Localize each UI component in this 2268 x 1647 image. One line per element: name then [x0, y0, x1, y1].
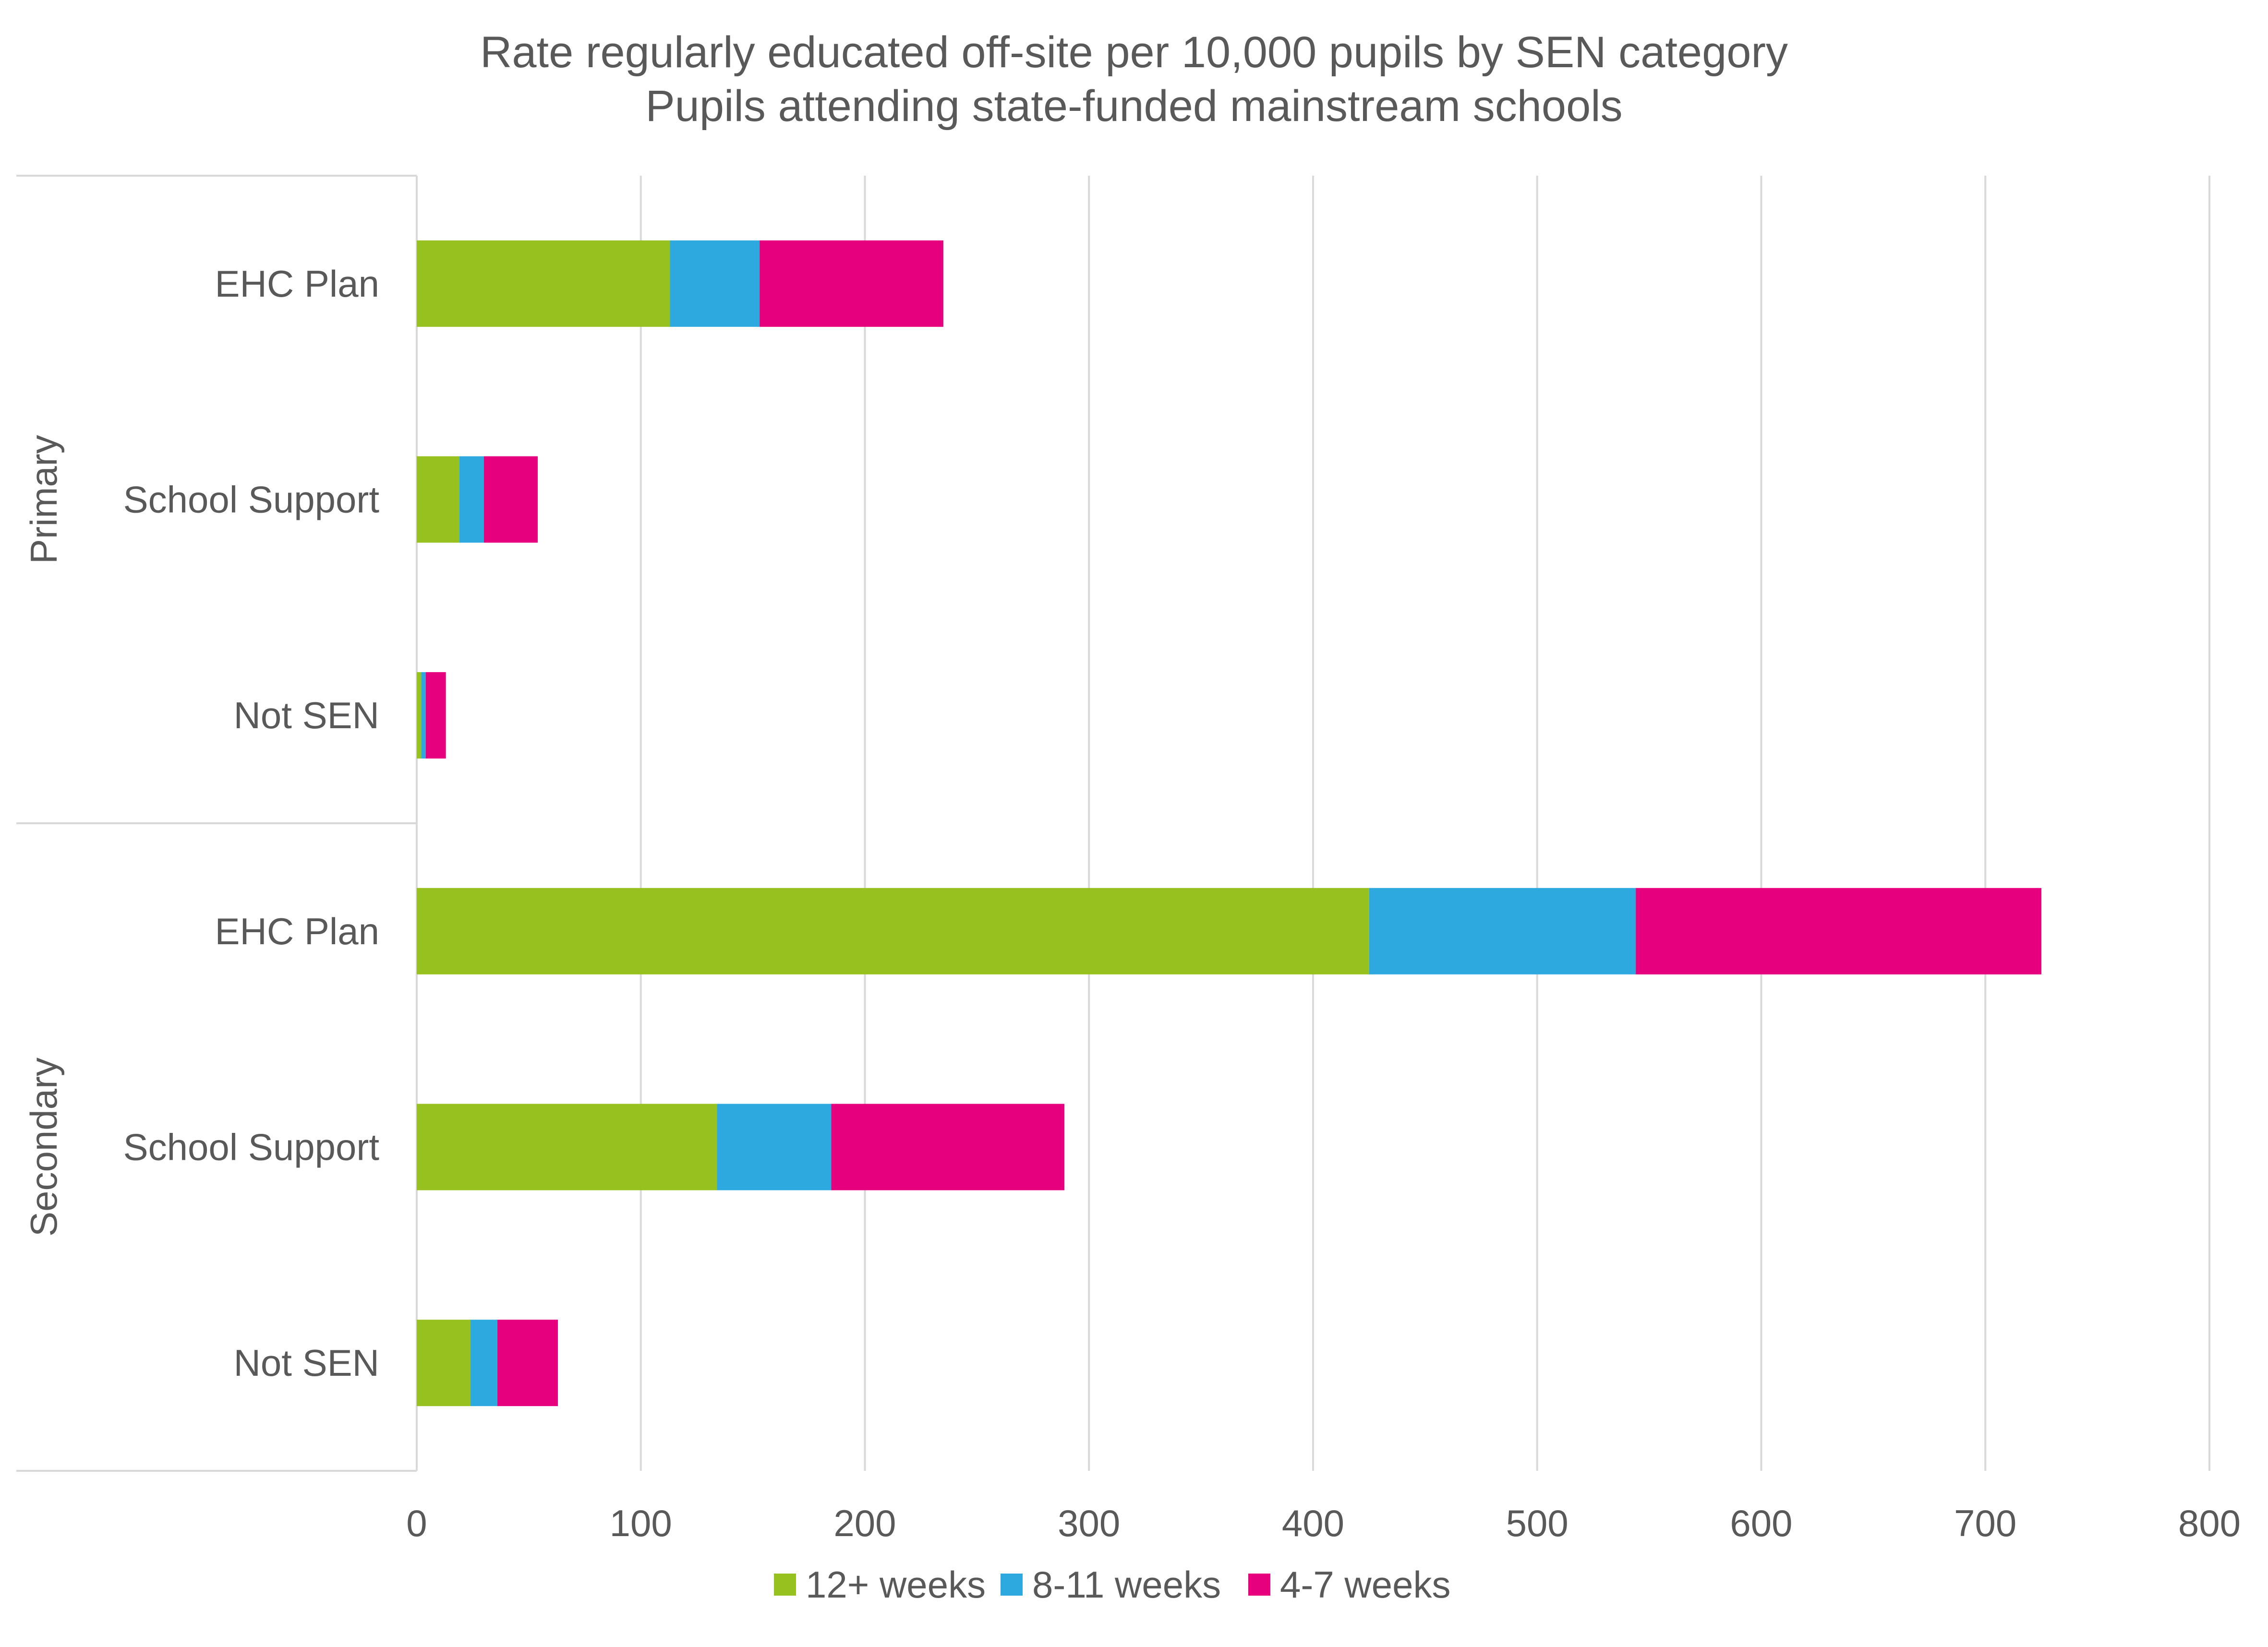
category-label: School Support [123, 479, 380, 521]
category-label: EHC Plan [215, 910, 379, 952]
x-tick-label: 200 [833, 1502, 896, 1544]
x-tick-label: 800 [2178, 1502, 2241, 1544]
chart-title: Rate regularly educated off-site per 10,… [480, 28, 1788, 77]
chart-subtitle: Pupils attending state-funded mainstream… [645, 82, 1622, 131]
bar-segment [417, 456, 459, 543]
category-label: Not SEN [234, 1342, 379, 1384]
x-tick-label: 0 [406, 1502, 427, 1544]
category-label: EHC Plan [215, 263, 379, 305]
bar-segment [670, 240, 760, 327]
bar-segment [459, 456, 484, 543]
bar-segment [831, 1104, 1064, 1190]
chart-title-group: Rate regularly educated off-site per 10,… [480, 28, 1788, 131]
legend-label: 8-11 weeks [1032, 1563, 1221, 1606]
legend-label: 4-7 weeks [1280, 1563, 1451, 1606]
bar-segment [417, 1320, 471, 1407]
x-tick-label: 100 [610, 1502, 672, 1544]
x-tick-label: 600 [1730, 1502, 1792, 1544]
x-tick-labels: 0 100 200 300 400 500 600 700 800 [406, 1502, 2241, 1544]
bar-segment [421, 672, 426, 759]
legend-swatch [1248, 1574, 1270, 1596]
bar-segment [417, 1104, 717, 1190]
x-tick-label: 300 [1058, 1502, 1120, 1544]
category-label: Not SEN [234, 694, 379, 736]
bar-segment [425, 672, 446, 759]
bar-segment [1369, 888, 1636, 974]
x-tick-label: 700 [1954, 1502, 2016, 1544]
bar-segment [484, 456, 538, 543]
group-label: Primary [23, 435, 65, 564]
category-labels: Primary Secondary EHC Plan School Support No… [23, 263, 379, 1384]
bar-segment [417, 672, 422, 759]
x-tick-label: 500 [1506, 1502, 1568, 1544]
bar-segment [470, 1320, 498, 1407]
axes [16, 175, 418, 1472]
bar-segment [717, 1104, 832, 1190]
bar-segment [417, 888, 1369, 974]
group-label: Secondary [23, 1058, 65, 1237]
gridlines [639, 176, 2210, 1471]
x-tick-label: 400 [1282, 1502, 1344, 1544]
legend-swatch [1001, 1574, 1023, 1596]
legend-swatch [774, 1574, 796, 1596]
bar-segment [417, 240, 670, 327]
bar-segment [497, 1320, 558, 1407]
category-label: School Support [123, 1126, 380, 1168]
bars [417, 240, 2041, 1407]
legend-label: 12+ weeks [806, 1563, 986, 1606]
bar-segment [1636, 888, 2041, 974]
legend: 12+ weeks 8-11 weeks 4-7 weeks [774, 1563, 1451, 1606]
bar-segment [760, 240, 943, 327]
